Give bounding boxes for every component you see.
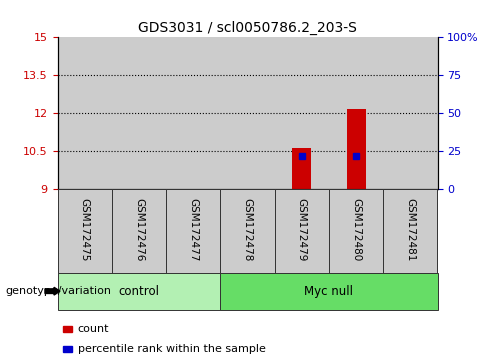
Bar: [346, 109, 366, 189]
Bar: [166, 189, 220, 273]
Bar: [292, 148, 312, 189]
Text: GSM172477: GSM172477: [188, 198, 198, 261]
Text: GSM172478: GSM172478: [242, 198, 252, 261]
Text: GSM172479: GSM172479: [297, 198, 307, 261]
Bar: [274, 37, 329, 189]
Text: Myc null: Myc null: [304, 285, 354, 298]
Text: count: count: [78, 324, 109, 334]
Bar: [220, 189, 274, 273]
Text: control: control: [118, 285, 160, 298]
Text: GSM172481: GSM172481: [406, 198, 415, 261]
Text: percentile rank within the sample: percentile rank within the sample: [78, 344, 266, 354]
Bar: [274, 189, 329, 273]
Text: GSM172480: GSM172480: [351, 198, 361, 261]
Bar: [58, 189, 112, 273]
Bar: [58, 273, 220, 310]
Text: GSM172476: GSM172476: [134, 198, 144, 261]
Bar: [329, 37, 383, 189]
Text: GSM172475: GSM172475: [80, 198, 90, 261]
Bar: [58, 37, 112, 189]
Bar: [220, 273, 438, 310]
Bar: [112, 189, 166, 273]
Bar: [220, 37, 274, 189]
Bar: [383, 37, 438, 189]
Text: genotype/variation: genotype/variation: [5, 286, 111, 296]
Bar: [166, 37, 220, 189]
Bar: [383, 189, 438, 273]
Bar: [112, 37, 166, 189]
Bar: [329, 189, 383, 273]
Title: GDS3031 / scl0050786.2_203-S: GDS3031 / scl0050786.2_203-S: [138, 21, 357, 35]
